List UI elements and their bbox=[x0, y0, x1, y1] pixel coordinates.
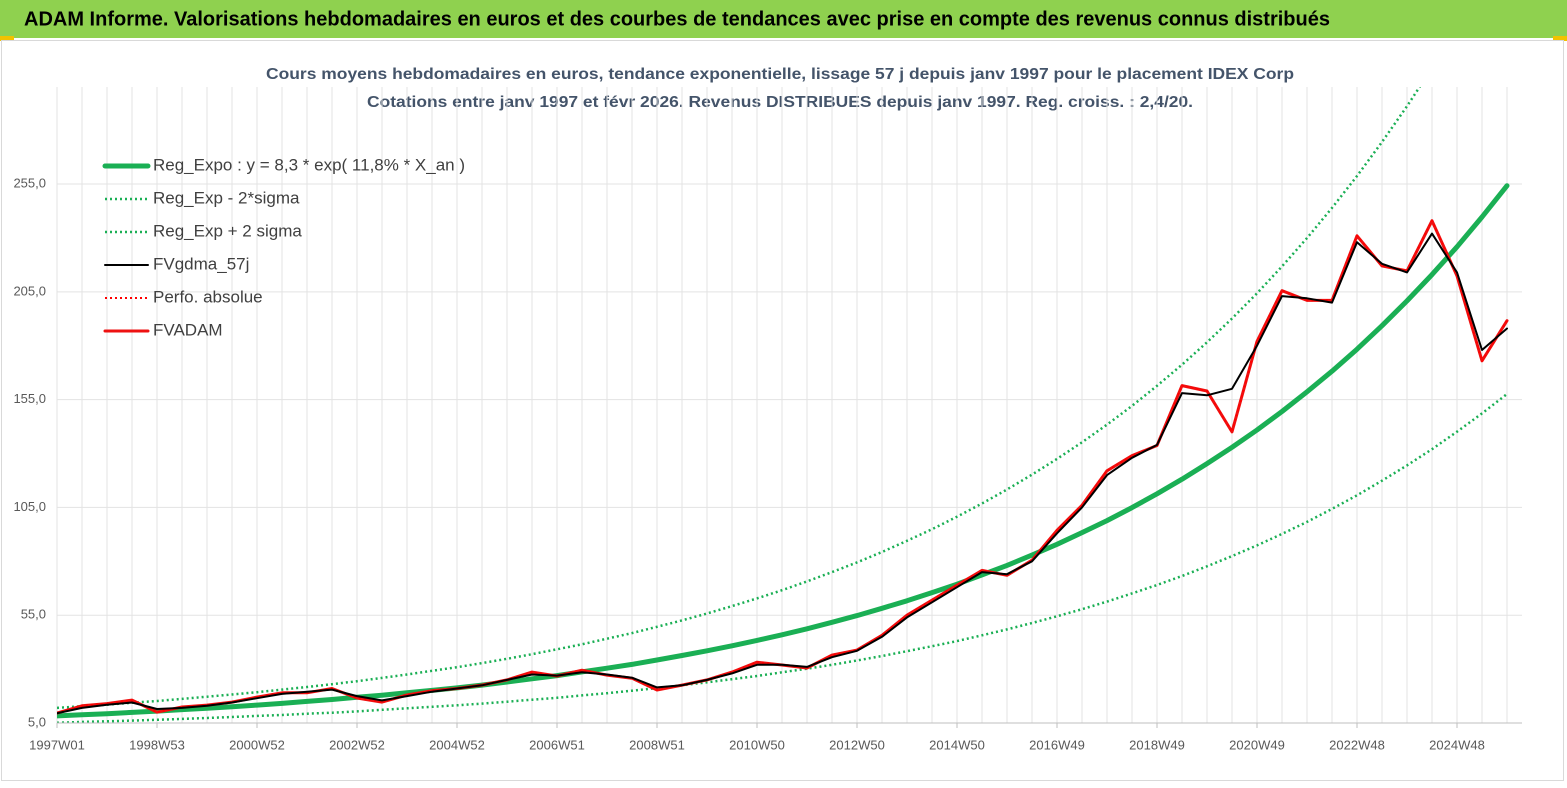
y-tick-label: 55,0 bbox=[21, 607, 46, 622]
axes: 5,0 55,0 105,0 155,0 205,0 255,0 1997W01 1998W5… bbox=[13, 175, 1522, 752]
y-tick-label: 205,0 bbox=[13, 283, 46, 298]
y-tick-label: 105,0 bbox=[13, 499, 46, 514]
header-title: ADAM Informe. Valorisations hebdomadaire… bbox=[24, 8, 1330, 30]
x-tick-label: 2008W51 bbox=[629, 737, 685, 752]
header-bar bbox=[0, 0, 1567, 38]
x-tick-label: 2014W50 bbox=[929, 737, 985, 752]
plot-lines bbox=[57, 87, 1510, 723]
series-line bbox=[57, 232, 1508, 715]
corner-mark bbox=[1553, 36, 1567, 41]
grid bbox=[56, 87, 1522, 724]
legend-label: Perfo. absolue bbox=[153, 287, 263, 306]
legend-label: Reg_Exp - 2*sigma bbox=[153, 188, 300, 207]
legend: Reg_Expo : y = 8,3 * exp( 11,8% * X_an )… bbox=[102, 155, 465, 339]
x-tick-label: 2006W51 bbox=[529, 737, 585, 752]
y-tick-label: 255,0 bbox=[13, 175, 46, 190]
x-tick-label: 2004W52 bbox=[429, 737, 485, 752]
series-line bbox=[57, 183, 1510, 719]
x-tick-label: 1997W01 bbox=[29, 737, 85, 752]
legend-label: FVgdma_57j bbox=[153, 254, 249, 273]
y-tick-label: 155,0 bbox=[13, 391, 46, 406]
x-tick-label: 2018W49 bbox=[1129, 737, 1185, 752]
x-tick-label: 1998W53 bbox=[129, 737, 185, 752]
x-tick-label: 2010W50 bbox=[729, 737, 785, 752]
legend-label: Reg_Expo : y = 8,3 * exp( 11,8% * X_an ) bbox=[153, 155, 465, 174]
x-tick-label: 2020W49 bbox=[1229, 737, 1285, 752]
corner-mark bbox=[0, 36, 14, 41]
x-tick-label: 2024W48 bbox=[1429, 737, 1485, 752]
series-line bbox=[57, 87, 1422, 710]
chart-border bbox=[1, 40, 1564, 781]
chart-title: Cours moyens hebdomadaires en euros, ten… bbox=[266, 66, 1294, 83]
series-line bbox=[57, 393, 1508, 723]
x-tick-label: 2002W52 bbox=[329, 737, 385, 752]
y-tick-label: 5,0 bbox=[28, 714, 46, 729]
legend-label: FVADAM bbox=[153, 320, 223, 339]
x-tick-label: 2022W48 bbox=[1329, 737, 1385, 752]
legend-label: Reg_Exp + 2 sigma bbox=[153, 221, 302, 240]
chart-subtitle: Cotations entre janv 1997 et févr 2026. … bbox=[367, 94, 1193, 111]
x-tick-label: 2012W50 bbox=[829, 737, 885, 752]
x-tick-label: 2016W49 bbox=[1029, 737, 1085, 752]
x-tick-label: 2000W52 bbox=[229, 737, 285, 752]
